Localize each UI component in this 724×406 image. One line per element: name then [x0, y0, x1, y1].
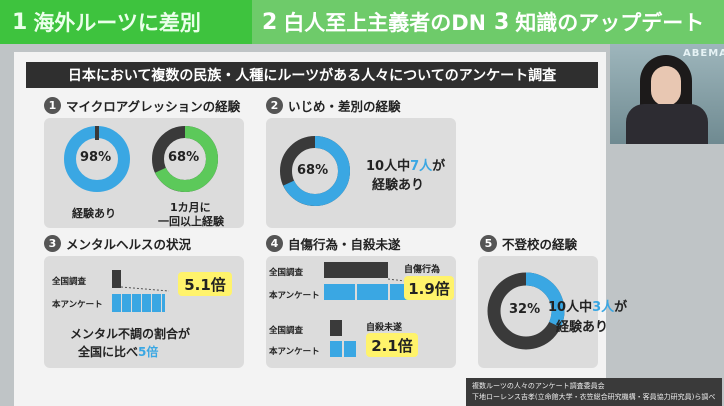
section-5-ratio-c: が [614, 300, 628, 315]
donut-68-blue [280, 136, 350, 206]
section-5-title: 5 不登校の経験 [480, 234, 577, 253]
section-3-note-2: 全国に比べ5倍 [78, 343, 158, 360]
section-3-survey-bar-4 [142, 294, 151, 312]
section-4-suicide-survey-bar-2 [344, 341, 356, 357]
section-4-title: 4 自傷行為・自殺未遂 [266, 234, 401, 253]
donut-98 [64, 126, 130, 192]
section-1-number: 1 [44, 97, 61, 114]
section-4-suicide-national-bar [330, 320, 342, 336]
presenter-face [651, 66, 681, 106]
section-4-number: 4 [266, 235, 283, 252]
section-4-national-label-1: 全国調査 [269, 268, 304, 278]
section-4-self-harm-label: 自傷行為 [404, 265, 441, 275]
source-credit: 複数ルーツの人々のアンケート調査委員会 下地ローレンス吉孝(立命館大学・衣笠総合… [466, 378, 722, 406]
source-line-2: 下地ローレンス吉孝(立命館大学・衣笠総合研究機構・客員協力研究員)ら調べ [472, 393, 716, 401]
tab-3-number: 3 [494, 9, 510, 35]
tab-2: 2 白人至上主義者のDNA [252, 0, 503, 44]
section-2-experienced: 経験あり [372, 178, 425, 193]
section-3-survey-bar-5 [152, 294, 161, 312]
tab-2-number: 2 [262, 9, 278, 35]
section-2-box [266, 118, 456, 228]
section-2-ratio-b: 7人 [410, 159, 433, 174]
tab-1: 1 海外ルーツに差別 [0, 0, 252, 44]
donut-98-value: 98% [80, 150, 112, 165]
section-3-note-2b: 5倍 [138, 345, 159, 359]
studio-sign: ABEMA [683, 48, 724, 59]
section-5-ratio-b: 3人 [592, 300, 615, 315]
section-4-suicide-multiplier: 2.1倍 [366, 333, 418, 357]
section-2-ratio-a: 10人中 [366, 159, 411, 174]
section-3-number: 3 [44, 235, 61, 252]
section-2-title: 2 いじめ・差別の経験 [266, 96, 401, 115]
tab-1-label: 海外ルーツに差別 [33, 11, 201, 35]
section-3-survey-bar-3 [132, 294, 141, 312]
presenter-body [626, 104, 708, 144]
section-3-survey-bar-2 [122, 294, 131, 312]
section-4-survey-label-2: 本アンケート [269, 347, 320, 357]
section-4-self-harm-multiplier: 1.9倍 [404, 276, 454, 300]
section-2-ratio-c: が [432, 159, 446, 174]
survey-title: 日本において複数の民族・人種にルーツがある人々についてのアンケート調査 [26, 62, 598, 88]
donut-68-caption-a: 1カ月に [170, 201, 211, 214]
donut-98-caption: 経験あり [72, 207, 116, 220]
section-5-ratio: 10人中3人が [548, 296, 627, 315]
donut-32-value: 32% [509, 302, 541, 317]
section-5-ratio-a: 10人中 [548, 300, 593, 315]
section-4-suicide-survey-bar-1 [330, 341, 342, 357]
section-3-national-label: 全国調査 [52, 277, 87, 287]
donut-68-blue-value: 68% [297, 163, 329, 178]
section-4-survey-label-1: 本アンケート [269, 291, 320, 301]
tab-3: 3 知識のアップデート [484, 0, 724, 44]
section-5-label: 不登校の経験 [502, 237, 578, 252]
section-4-label: 自傷行為・自殺未遂 [288, 237, 401, 252]
section-3-survey-label: 本アンケート [52, 300, 103, 310]
section-3-national-bar [112, 270, 121, 288]
section-3-note-2a: 全国に比べ [78, 345, 139, 359]
section-2-ratio: 10人中7人が [366, 155, 445, 174]
tab-2-label: 白人至上主義者のDNA [283, 11, 503, 35]
donut-68-green-value: 68% [168, 150, 200, 165]
source-line-1: 複数ルーツの人々のアンケート調査委員会 [472, 382, 605, 390]
section-4-self-harm-national-bar [324, 262, 388, 278]
section-3-multiplier: 5.1倍 [178, 272, 232, 296]
section-2-number: 2 [266, 97, 283, 114]
section-4-suicide-label: 自殺未遂 [366, 323, 403, 333]
section-4-self-harm-survey-bar-1 [324, 284, 355, 300]
donut-32 [487, 272, 565, 350]
donut-68-caption-b: 一回以上経験 [158, 215, 224, 228]
tab-1-number: 1 [12, 9, 28, 35]
section-3-label: メンタルヘルスの状況 [66, 237, 192, 252]
donut-68-green [152, 126, 218, 192]
section-5-number: 5 [480, 235, 497, 252]
section-3-trend-line [121, 286, 170, 292]
section-1-label: マイクロアグレッションの経験 [66, 99, 241, 114]
section-2-label: いじめ・差別の経験 [288, 99, 401, 114]
tab-3-label: 知識のアップデート [515, 11, 705, 35]
section-1-title: 1 マイクロアグレッションの経験 [44, 96, 240, 115]
section-4-self-harm-survey-bar-2 [357, 284, 388, 300]
section-4-national-label-2: 全国調査 [269, 326, 304, 336]
section-3-survey-bar-6 [162, 294, 165, 312]
section-5-experienced: 経験あり [556, 320, 609, 335]
section-3-note-1: メンタル不調の割合が [70, 327, 191, 341]
section-3-title: 3 メンタルヘルスの状況 [44, 234, 191, 253]
section-3-survey-bar-1 [112, 294, 121, 312]
